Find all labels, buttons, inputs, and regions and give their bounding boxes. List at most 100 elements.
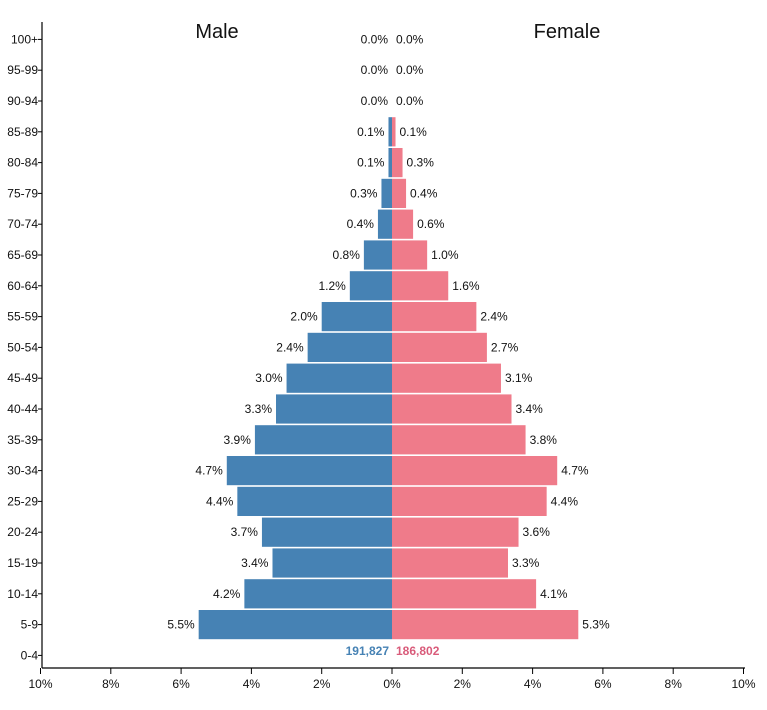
male-value-label: 0.8% [333,248,361,262]
age-group-label: 50-54 [7,340,38,354]
female-value-label: 5.3% [582,618,610,632]
x-axis-tick-label: 2% [313,677,331,691]
male-value-label: 1.2% [318,279,346,293]
female-value-label: 2.7% [491,340,519,354]
male-bar [226,456,392,486]
age-group-label: 85-89 [7,125,38,139]
male-bar [261,517,392,547]
x-axis-tick-label: 0% [383,677,401,691]
female-value-label: 0.4% [410,186,438,200]
female-value-label: 2.4% [480,310,508,324]
male-value-label: 5.5% [167,618,195,632]
x-axis-tick-label: 10% [28,677,52,691]
age-group-label: 10-14 [7,587,38,601]
age-group-label: 0-4 [21,648,39,662]
age-group-label: 45-49 [7,371,38,385]
age-group-label: 60-64 [7,279,38,293]
male-value-label: 3.4% [241,556,269,570]
male-value-label: 4.2% [213,587,241,601]
male-value-label: 3.9% [224,433,252,447]
age-group-label: 100+ [11,32,38,46]
male-value-label: 4.7% [195,464,223,478]
female-value-label: 4.4% [551,494,579,508]
age-group-label: 40-44 [7,402,38,416]
x-axis-tick-label: 10% [731,677,755,691]
female-bar [392,178,407,208]
male-value-label: 3.0% [255,371,283,385]
male-bar [321,302,392,332]
male-value-label: 3.7% [231,525,259,539]
female-bar [392,517,519,547]
female-bar [392,363,501,393]
age-group-label: 90-94 [7,94,38,108]
female-bar [392,579,537,609]
female-bar [392,425,526,455]
age-group-label: 70-74 [7,217,38,231]
female-bar [392,610,579,640]
male-title: Male [195,21,238,43]
female-bar [392,394,512,424]
age-group-label: 20-24 [7,525,38,539]
male-bar [307,332,392,362]
female-value-label: 0.3% [407,156,435,170]
female-value-label: 3.6% [523,525,551,539]
female-value-label: 4.7% [561,464,589,478]
male-value-label: 2.0% [290,310,318,324]
age-group-label: 55-59 [7,310,38,324]
female-title: Female [534,21,601,43]
male-bar [237,486,392,516]
male-value-label: 0.4% [347,217,375,231]
male-value-label: 0.0% [361,63,389,77]
x-axis-tick-label: 4% [243,677,261,691]
female-value-label: 1.6% [452,279,480,293]
male-bar [272,548,392,578]
age-group-label: 35-39 [7,433,38,447]
male-bar [381,178,392,208]
male-total-label: 191,827 [346,644,390,658]
male-bar [388,117,392,147]
male-bar [198,610,392,640]
male-value-label: 0.0% [361,94,389,108]
female-value-label: 0.6% [417,217,445,231]
female-value-label: 0.1% [400,125,428,139]
male-bar [286,363,392,393]
male-value-label: 0.1% [357,125,385,139]
male-bar [388,148,392,178]
male-value-label: 3.3% [245,402,273,416]
female-value-label: 3.4% [516,402,544,416]
x-axis-tick-label: 6% [172,677,190,691]
age-group-label: 5-9 [21,618,39,632]
female-value-label: 0.0% [396,32,424,46]
female-value-label: 0.0% [396,63,424,77]
male-bar [349,271,392,301]
female-bar [392,117,396,147]
x-axis-tick-label: 8% [665,677,683,691]
female-bar [392,240,428,270]
female-bar [392,548,508,578]
male-value-label: 0.3% [350,186,378,200]
female-value-label: 3.8% [530,433,558,447]
age-group-label: 80-84 [7,156,38,170]
female-bar [392,486,547,516]
male-bar [244,579,392,609]
male-value-label: 0.1% [357,156,385,170]
female-value-label: 3.3% [512,556,540,570]
female-bar [392,148,403,178]
male-value-label: 2.4% [276,340,304,354]
bars-layer: 0.0% 0.0% 0.0% 0.0% 0.0% 0.0% 0.1% 0.1% 0.1% 0.3%… [167,32,610,640]
age-group-label: 15-19 [7,556,38,570]
female-bar [392,456,558,486]
female-value-label: 3.1% [505,371,533,385]
x-axis-tick-label: 4% [524,677,542,691]
male-bar [276,394,392,424]
female-total-label: 186,802 [396,644,440,658]
female-bar [392,209,414,239]
male-value-label: 0.0% [361,32,389,46]
male-bar [377,209,392,239]
female-bar [392,271,449,301]
axes-layer: 100+ 95-99 90-94 85-89 80-84 75-79 70-74 65-69 6… [7,22,756,691]
male-bar [254,425,392,455]
age-group-label: 65-69 [7,248,38,262]
x-axis-tick-label: 6% [594,677,612,691]
